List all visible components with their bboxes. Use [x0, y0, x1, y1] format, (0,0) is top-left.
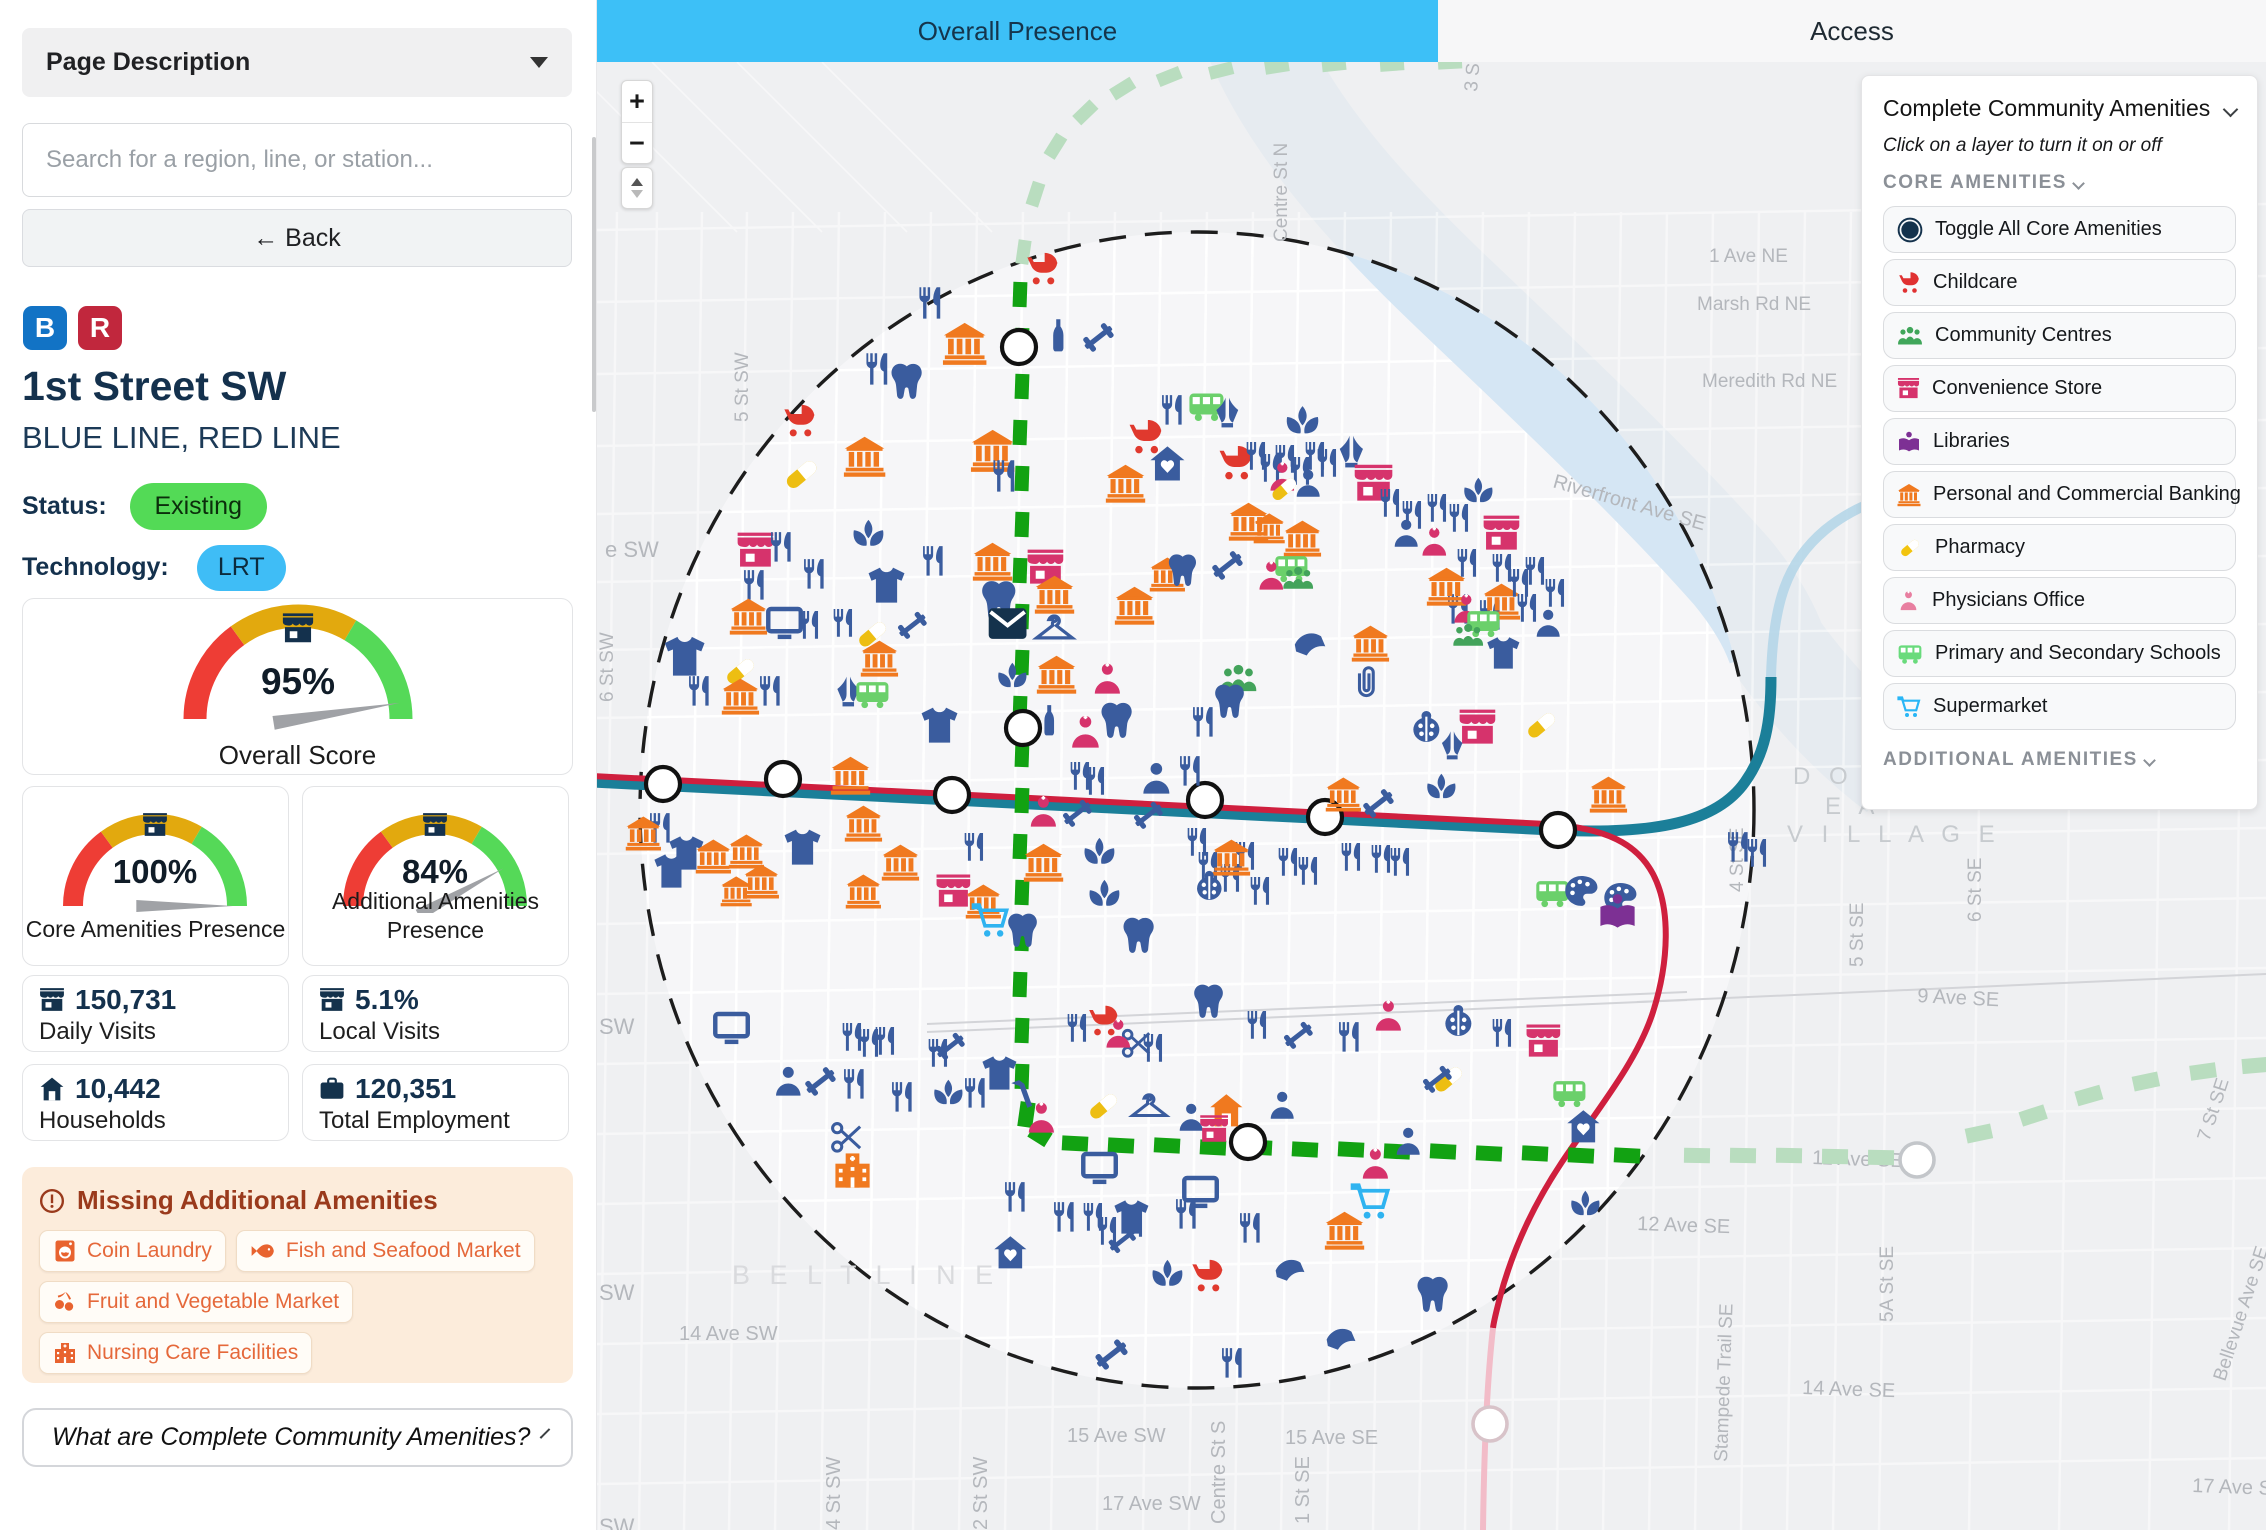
svg-text:6 St SE: 6 St SE: [1965, 858, 1986, 922]
svg-text:17 Ave SE: 17 Ave SE: [2192, 1475, 2266, 1500]
svg-text:V I L L A G E: V I L L A G E: [1787, 821, 2001, 848]
svg-text:5 St SE: 5 St SE: [1847, 903, 1868, 967]
svg-text:B E L T L I N E: B E L T L I N E: [732, 1260, 999, 1290]
svg-text:4 St SW: 4 St SW: [823, 1457, 845, 1530]
svg-text:Meredith Rd NE: Meredith Rd NE: [1702, 371, 1837, 392]
svg-text:14 Ave SW: 14 Ave SW: [679, 1323, 778, 1345]
svg-text:15 Ave SE: 15 Ave SE: [1285, 1427, 1378, 1449]
svg-text:2 St SW: 2 St SW: [970, 1457, 992, 1530]
svg-text:15 Ave SW: 15 Ave SW: [1067, 1425, 1166, 1447]
svg-text:SW: SW: [599, 1014, 635, 1039]
svg-text:5A St SE: 5A St SE: [1877, 1246, 1898, 1322]
svg-text:SW: SW: [599, 1514, 635, 1530]
svg-text:5 St SW: 5 St SW: [732, 352, 753, 422]
svg-text:12 Ave SE: 12 Ave SE: [1637, 1213, 1731, 1238]
svg-text:e SW: e SW: [605, 537, 659, 562]
svg-text:14 Ave SE: 14 Ave SE: [1802, 1377, 1896, 1402]
svg-text:84%: 84%: [402, 853, 468, 890]
svg-text:SW: SW: [599, 1280, 635, 1305]
svg-text:Centre St N: Centre St N: [1271, 143, 1292, 242]
svg-text:3 S: 3 S: [1461, 62, 1484, 92]
svg-text:Marsh Rd NE: Marsh Rd NE: [1697, 294, 1811, 315]
svg-text:1 Ave NE: 1 Ave NE: [1709, 246, 1788, 267]
svg-text:100%: 100%: [113, 853, 197, 890]
svg-text:95%: 95%: [261, 661, 335, 702]
svg-text:6 St SW: 6 St SW: [597, 632, 618, 702]
svg-text:Centre St S: Centre St S: [1208, 1421, 1230, 1524]
svg-text:1 St SE: 1 St SE: [1292, 1456, 1314, 1524]
svg-text:9 Ave SE: 9 Ave SE: [1917, 985, 2000, 1011]
svg-text:17 Ave SW: 17 Ave SW: [1102, 1493, 1201, 1515]
